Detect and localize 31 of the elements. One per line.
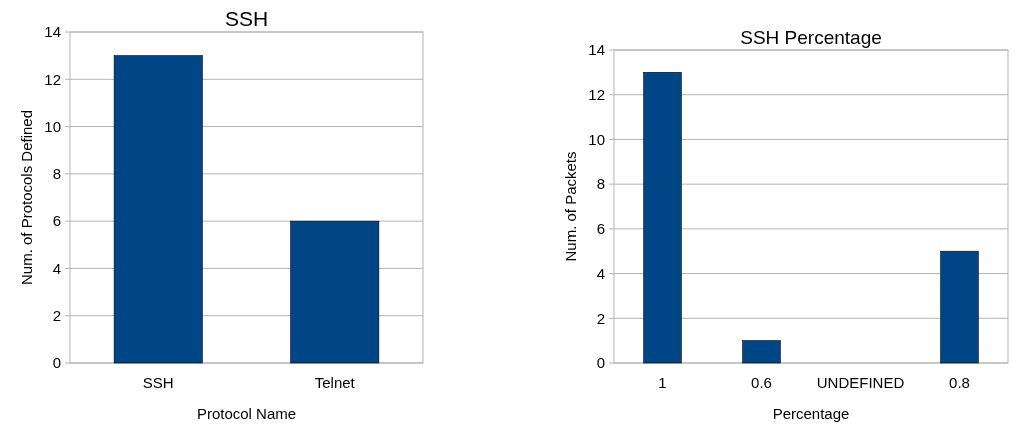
y-tick-label: 6	[596, 220, 605, 238]
y-tick-label: 10	[44, 117, 61, 135]
bar	[643, 72, 682, 364]
y-axis-title: Num. of Packets	[562, 151, 579, 262]
y-tick-label: 2	[52, 306, 61, 324]
y-tick-label: 6	[52, 212, 61, 230]
x-tick-label: 0.6	[751, 374, 772, 391]
chart-title: SSH	[224, 7, 269, 30]
x-tick-label: Telnet	[314, 374, 356, 391]
y-tick-label: 8	[52, 165, 61, 183]
x-tick-label: SSH	[142, 374, 174, 391]
y-tick-label: 2	[596, 309, 605, 327]
x-tick-label: UNDEFINED	[816, 374, 905, 391]
x-axis-title: Percentage	[772, 405, 850, 422]
bar	[742, 340, 781, 364]
y-tick-label: 14	[44, 23, 61, 41]
x-tick-label: 0.8	[949, 374, 970, 391]
y-tick-label: 4	[52, 259, 61, 277]
x-axis-title: Protocol Name	[196, 405, 297, 422]
y-tick-label: 12	[588, 85, 605, 103]
y-tick-label: 8	[596, 175, 605, 193]
y-tick-label: 4	[596, 264, 605, 282]
y-tick-label: 10	[588, 130, 605, 148]
chart-title: SSH Percentage	[740, 27, 882, 48]
y-tick-label: 0	[596, 354, 605, 372]
y-tick-label: 14	[588, 41, 605, 59]
x-tick-label: 1	[658, 374, 667, 391]
y-tick-label: 0	[52, 354, 61, 372]
y-tick-label: 12	[44, 70, 61, 88]
bar	[940, 250, 979, 364]
y-axis-title: Num. of Protocols Defined	[18, 109, 35, 286]
